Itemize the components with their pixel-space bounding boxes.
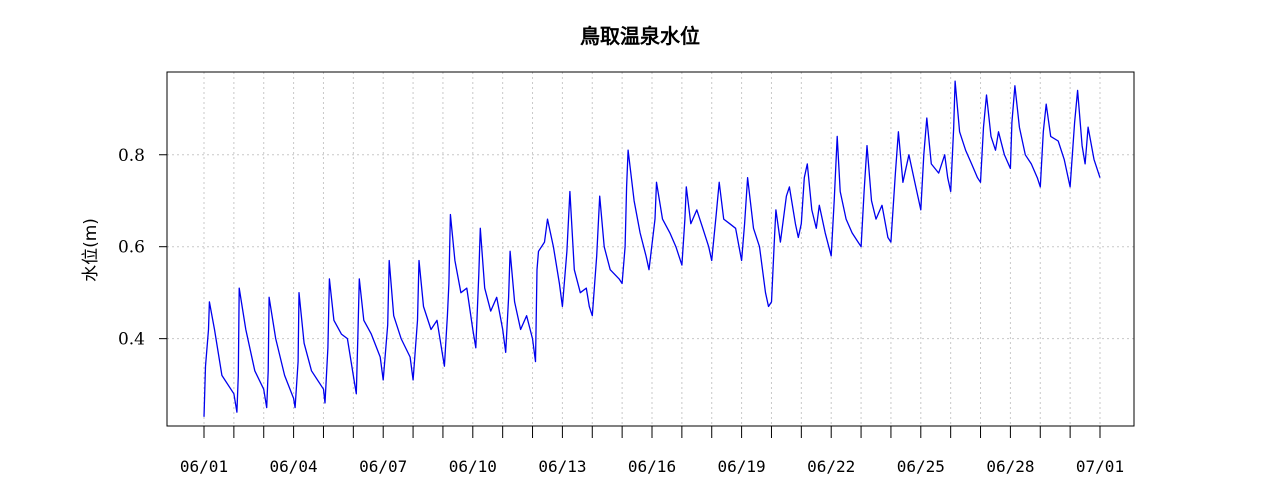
y-tick-label: 0.6: [118, 238, 145, 258]
y-tick-label: 0.4: [118, 330, 145, 350]
y-axis-label: 水位(m): [81, 218, 101, 282]
plot-frame: [166, 71, 1135, 427]
x-tick-label: 06/13: [538, 457, 586, 476]
x-tick-label: 06/10: [449, 457, 497, 476]
grid-layer: [167, 72, 1134, 426]
x-tick-label: 06/25: [897, 457, 945, 476]
x-axis: 06/01 06/04 06/07 06/10 06/13 06/16 06/19 06/22…: [180, 426, 1124, 476]
x-tick-label: 06/16: [628, 457, 676, 476]
x-tick-label: 06/01: [180, 457, 228, 476]
x-tick-label: 06/04: [270, 457, 318, 476]
series-layer: [203, 80, 1101, 417]
chart-title: 鳥取温泉水位: [580, 24, 700, 48]
y-axis: 0.4 0.6 0.8: [118, 146, 167, 350]
x-tick-label: 07/01: [1076, 457, 1124, 476]
series-line: [203, 80, 1101, 417]
x-tick-label: 06/19: [718, 457, 766, 476]
x-tick-label: 06/22: [807, 457, 855, 476]
x-tick-label: 06/28: [986, 457, 1034, 476]
x-tick-label: 06/07: [359, 457, 407, 476]
y-tick-label: 0.8: [118, 146, 145, 166]
